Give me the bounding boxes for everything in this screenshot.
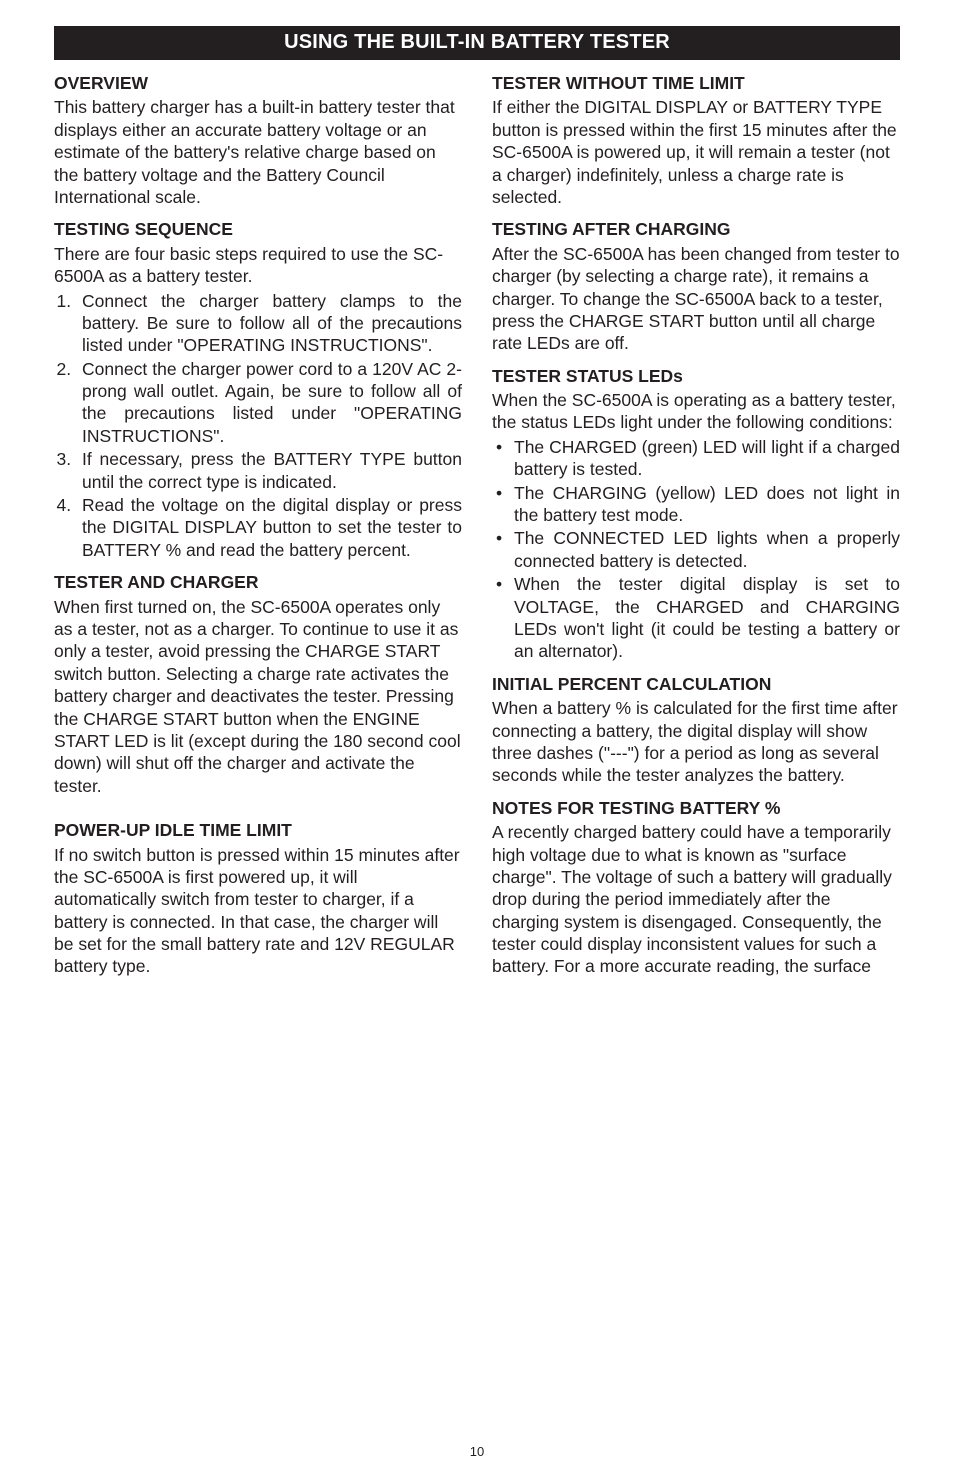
tester-status-leds-intro: When the SC-6500A is operating as a batt… [492,389,900,434]
testing-after-charging-heading: TESTING AFTER CHARGING [492,218,900,240]
tester-without-time-limit-paragraph: If either the DIGITAL DISPLAY or BATTERY… [492,96,900,208]
notes-testing-battery-heading: NOTES FOR TESTING BATTERY % [492,797,900,819]
list-item: Connect the charger battery clamps to th… [76,290,462,357]
power-up-idle-heading: POWER-UP IDLE TIME LIMIT [54,819,462,841]
left-column: OVERVIEW This battery charger has a buil… [54,72,462,980]
document-page: USING THE BUILT-IN BATTERY TESTER OVERVI… [0,0,954,1475]
list-item: If necessary, press the BATTERY TYPE but… [76,448,462,493]
initial-percent-calc-paragraph: When a battery % is calculated for the f… [492,697,900,787]
two-column-layout: OVERVIEW This battery charger has a buil… [54,72,900,980]
list-item: The CHARGING (yellow) LED does not light… [492,482,900,527]
tester-without-time-limit-heading: TESTER WITHOUT TIME LIMIT [492,72,900,94]
right-column: TESTER WITHOUT TIME LIMIT If either the … [492,72,900,980]
section-banner: USING THE BUILT-IN BATTERY TESTER [54,26,900,60]
tester-status-leds-heading: TESTER STATUS LEDs [492,365,900,387]
testing-sequence-list: Connect the charger battery clamps to th… [54,290,462,562]
tester-status-leds-list: The CHARGED (green) LED will light if a … [492,436,900,663]
overview-heading: OVERVIEW [54,72,462,94]
list-item: Connect the charger power cord to a 120V… [76,358,462,448]
notes-testing-battery-paragraph: A recently charged battery could have a … [492,821,900,978]
overview-paragraph: This battery charger has a built-in batt… [54,96,462,208]
list-item: The CONNECTED LED lights when a properly… [492,527,900,572]
testing-sequence-intro: There are four basic steps required to u… [54,243,462,288]
tester-and-charger-heading: TESTER AND CHARGER [54,571,462,593]
power-up-idle-paragraph: If no switch button is pressed within 15… [54,844,462,978]
testing-sequence-heading: TESTING SEQUENCE [54,218,462,240]
page-number: 10 [0,1444,954,1459]
testing-after-charging-paragraph: After the SC-6500A has been changed from… [492,243,900,355]
list-item: The CHARGED (green) LED will light if a … [492,436,900,481]
list-item: Read the voltage on the digital display … [76,494,462,561]
tester-and-charger-paragraph: When first turned on, the SC-6500A opera… [54,596,462,798]
list-item: When the tester digital display is set t… [492,573,900,663]
initial-percent-calc-heading: INITIAL PERCENT CALCULATION [492,673,900,695]
